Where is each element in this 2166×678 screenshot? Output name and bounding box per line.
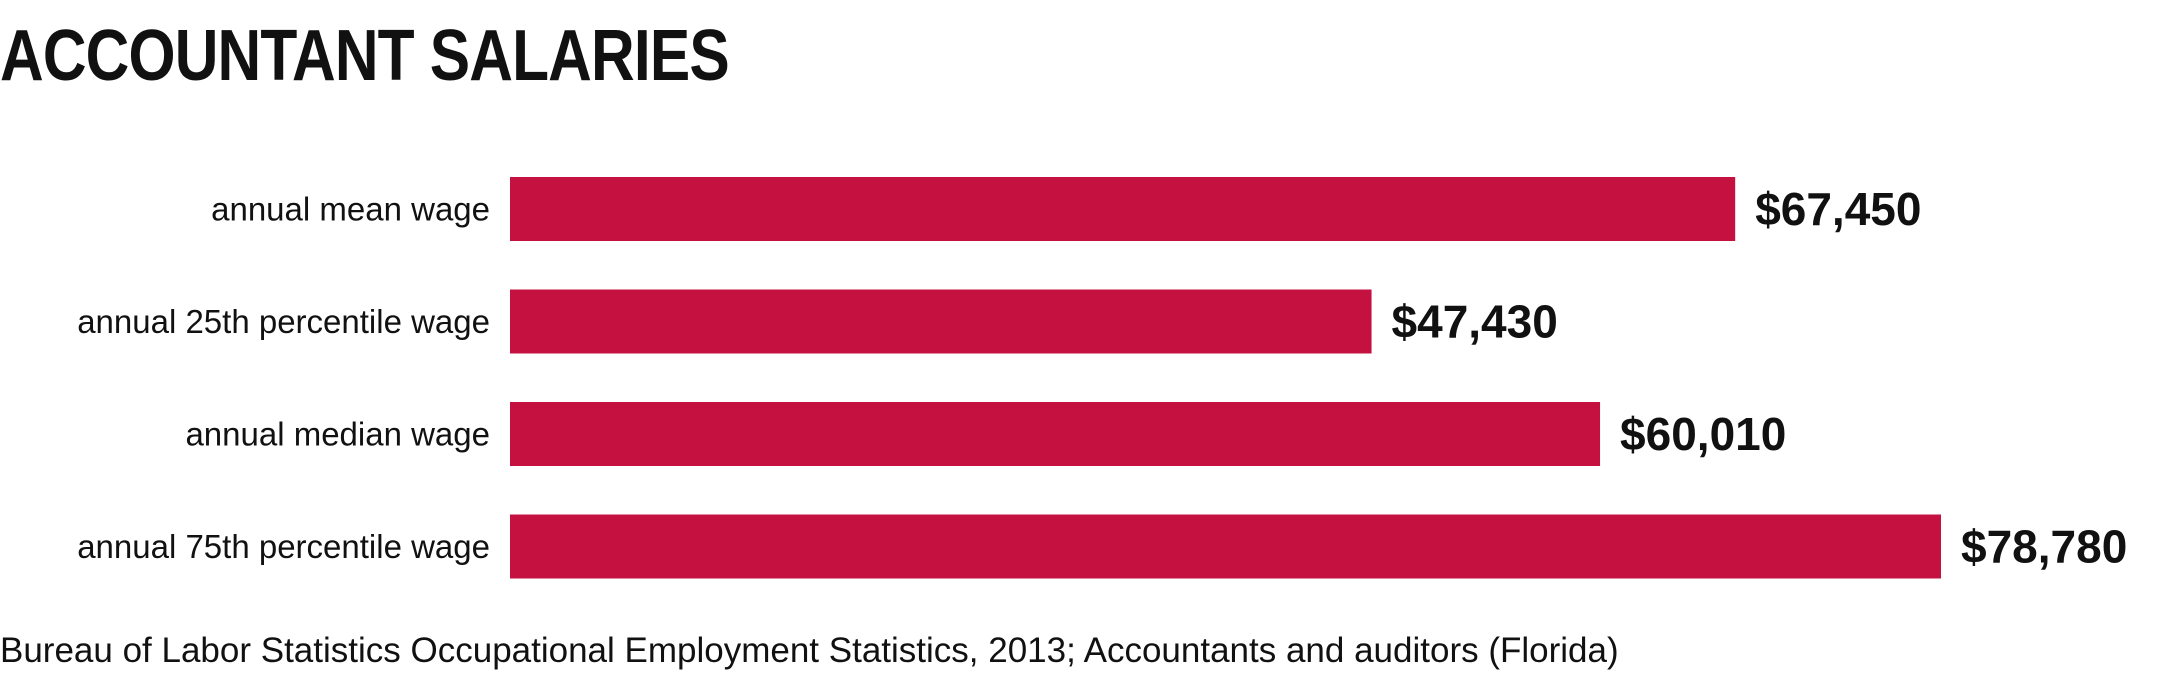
source-note: Bureau of Labor Statistics Occupational …: [0, 631, 1619, 670]
bar-chart: annual mean wage $67,450 annual 25th perce…: [77, 177, 2127, 579]
value-label: $78,780: [1961, 521, 2127, 573]
value-label: $60,010: [1620, 408, 1786, 460]
value-label: $67,450: [1755, 183, 1921, 235]
bar: [510, 402, 1601, 466]
value-label: $47,430: [1392, 296, 1558, 348]
category-label: annual median wage: [185, 416, 490, 453]
bar: [510, 514, 1941, 579]
bars-layer: annual mean wage $67,450 annual 25th perce…: [77, 177, 2127, 579]
chart-title: ACCOUNTANT SALARIES: [0, 16, 730, 96]
category-label: annual 75th percentile wage: [77, 528, 490, 565]
category-label: annual mean wage: [211, 191, 490, 228]
category-label: annual 25th percentile wage: [77, 303, 490, 340]
bar: [510, 289, 1372, 354]
bar: [510, 177, 1736, 241]
